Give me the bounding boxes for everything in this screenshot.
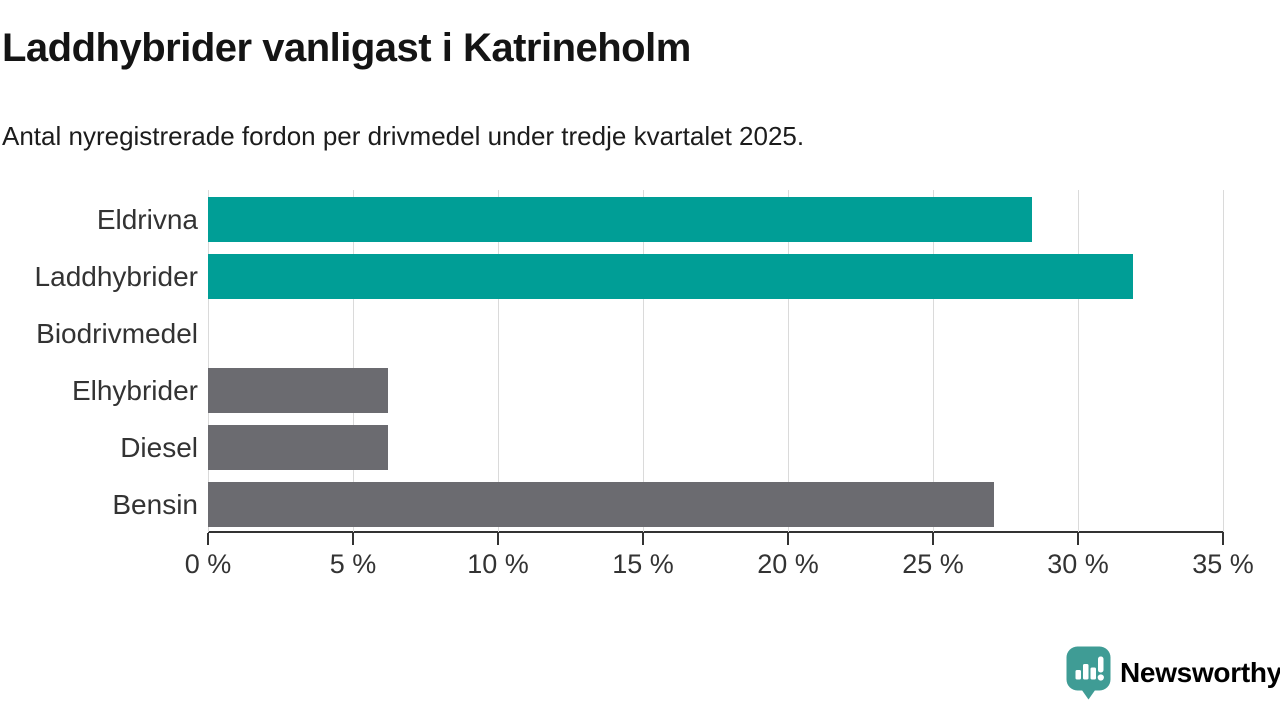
x-axis-line (208, 531, 1224, 533)
logo-text: Newsworthy (1120, 657, 1280, 688)
category-label-eldrivna: Eldrivna (96, 204, 198, 235)
x-tick-mark (1077, 533, 1079, 545)
y-axis-category-labels: Eldrivna Laddhybrider Biodrivmedel Elhybrid… (0, 190, 198, 532)
x-tick-label-25-: 25 % (902, 549, 964, 579)
page-subtitle: Antal nyregistrerade fordon per drivmede… (2, 121, 805, 151)
x-tick-label-5-: 5 % (329, 549, 377, 579)
x-tick-label-0-: 0 % (184, 549, 232, 579)
x-tick-mark (642, 533, 644, 545)
bar-laddhybrider (208, 254, 1134, 299)
gridline-25- (933, 190, 934, 532)
category-label-diesel: Diesel (120, 432, 198, 463)
category-label-elhybrider: Elhybrider (71, 375, 198, 406)
bar-bensin (208, 482, 994, 527)
gridline-0- (208, 190, 209, 532)
x-tick-mark (207, 533, 209, 545)
bar-diesel (208, 425, 388, 470)
gridline-30- (1078, 190, 1079, 532)
gridline-35- (1223, 190, 1224, 532)
newsworthy-logo: Newsworthy (1066, 646, 1280, 700)
x-tick-mark (352, 533, 354, 545)
x-tick-label-10-: 10 % (467, 549, 529, 579)
x-tick-mark (1222, 533, 1224, 545)
gridline-5- (353, 190, 354, 532)
bar-elhybrider (208, 368, 388, 413)
category-label-biodrivmedel: Biodrivmedel (36, 318, 198, 349)
x-tick-mark (787, 533, 789, 545)
gridline-15- (643, 190, 644, 532)
gridline-20- (788, 190, 789, 532)
bar-chart-plot-area (208, 190, 1224, 532)
x-axis: 0 % 5 % 10 % 15 % 20 % 25 % 30 % 35 % (185, 531, 1254, 581)
x-tick-label-30-: 30 % (1047, 549, 1109, 579)
gridline-10- (498, 190, 499, 532)
x-tick-label-15-: 15 % (612, 549, 674, 579)
category-label-bensin: Bensin (112, 489, 198, 520)
x-tick-mark (932, 533, 934, 545)
page-title: Laddhybrider vanligast i Katrineholm (2, 26, 691, 70)
x-tick-mark (497, 533, 499, 545)
x-tick-label-35-: 35 % (1192, 549, 1254, 579)
newsworthy-bar-chart-bubble-icon (1066, 646, 1111, 700)
x-tick-label-20-: 20 % (757, 549, 819, 579)
category-label-laddhybrider: Laddhybrider (34, 261, 198, 292)
bar-eldrivna (208, 197, 1032, 242)
